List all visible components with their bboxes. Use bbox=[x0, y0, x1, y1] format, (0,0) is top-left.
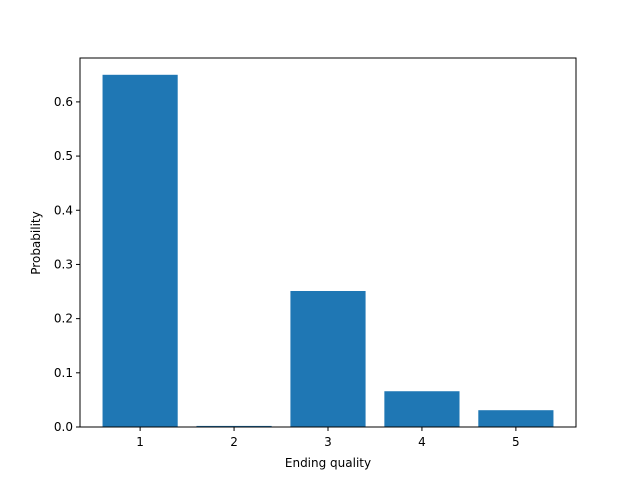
bar bbox=[102, 74, 178, 427]
y-tick-label: 0.3 bbox=[54, 257, 73, 271]
plot-frame bbox=[79, 57, 577, 428]
x-tick-label: 2 bbox=[230, 435, 238, 449]
y-tick-label: 0.5 bbox=[54, 149, 73, 163]
x-tick-label: 5 bbox=[512, 435, 520, 449]
x-tick-label: 1 bbox=[136, 435, 144, 449]
x-tick-label: 4 bbox=[418, 435, 426, 449]
y-tick-label: 0.0 bbox=[54, 420, 73, 434]
bar bbox=[196, 425, 272, 427]
y-axis-label: Probability bbox=[29, 211, 43, 274]
y-tick-label: 0.6 bbox=[54, 95, 73, 109]
bar bbox=[478, 410, 554, 427]
y-tick-label: 0.2 bbox=[54, 312, 73, 326]
y-tick-label: 0.1 bbox=[54, 366, 73, 380]
x-tick-label: 3 bbox=[324, 435, 332, 449]
bar bbox=[290, 290, 366, 427]
y-tick-label: 0.4 bbox=[54, 203, 73, 217]
x-axis-label: Ending quality bbox=[285, 456, 371, 470]
bar bbox=[384, 391, 460, 427]
